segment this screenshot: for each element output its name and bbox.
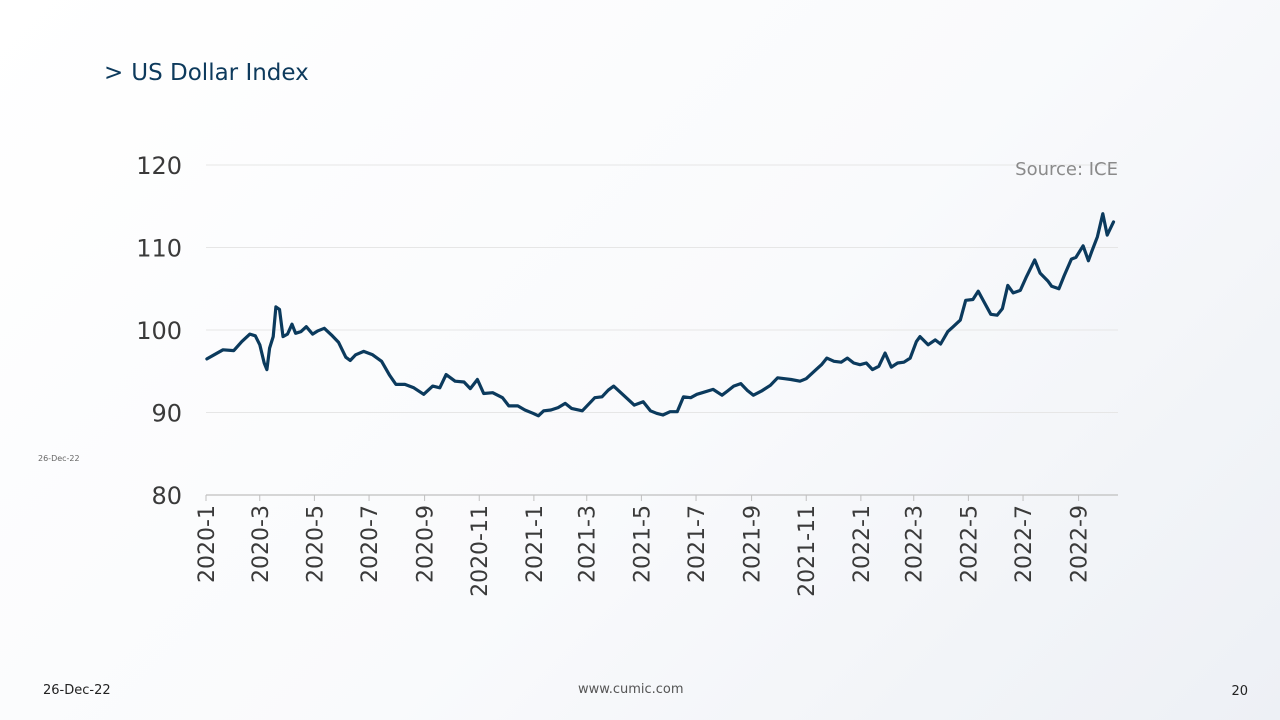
x-tick-label: 2020-11	[468, 505, 493, 597]
y-tick-label: 100	[136, 317, 182, 345]
x-tick-label: 2021-1	[523, 505, 548, 583]
x-tick-label: 2021-3	[576, 505, 601, 583]
x-tick-label: 2020-7	[358, 505, 383, 583]
x-tick-label: 2020-3	[249, 505, 274, 583]
gridlines	[206, 164, 1118, 413]
x-tick-label: 2021-9	[741, 505, 766, 583]
x-tick-label: 2022-3	[903, 505, 928, 583]
y-tick-label: 90	[151, 400, 182, 428]
y-tick-label: 110	[136, 235, 182, 263]
x-tick-label: 2020-5	[303, 505, 328, 583]
x-tick-label: 2020-9	[414, 505, 439, 583]
x-tick-label: 2022-1	[850, 505, 875, 583]
slide-title: > US Dollar Index	[104, 60, 309, 86]
y-tick-label: 120	[136, 152, 182, 180]
chevron-right-icon: >	[104, 60, 124, 86]
x-tick-label: 2021-11	[795, 505, 820, 597]
footer-date: 26-Dec-22	[43, 683, 111, 698]
footer-url: www.cumic.com	[578, 682, 684, 697]
x-tick-label: 2021-5	[630, 505, 655, 583]
x-tick-labels: 2020-1 2020-3 2020-5 2020-7 2020-9 2020-11 202…	[195, 505, 1093, 597]
slide-title-text: US Dollar Index	[131, 60, 309, 86]
y-tick-label: 80	[151, 482, 182, 510]
series-line-dxy	[205, 212, 1116, 418]
page-number: 20	[1231, 684, 1248, 699]
x-tick-label: 2022-7	[1012, 505, 1037, 583]
axes	[205, 494, 1118, 501]
side-date-stamp: 26-Dec-22	[38, 454, 80, 463]
x-tick-label: 2021-7	[685, 505, 710, 583]
x-tick-label: 2022-9	[1068, 505, 1093, 583]
source-label: Source: ICE	[1015, 159, 1118, 180]
x-tick-label: 2020-1	[195, 505, 220, 583]
series-layer	[205, 212, 1116, 418]
y-tick-labels: 80 90 100 110 120	[136, 152, 182, 510]
x-tick-label: 2022-5	[957, 505, 982, 583]
